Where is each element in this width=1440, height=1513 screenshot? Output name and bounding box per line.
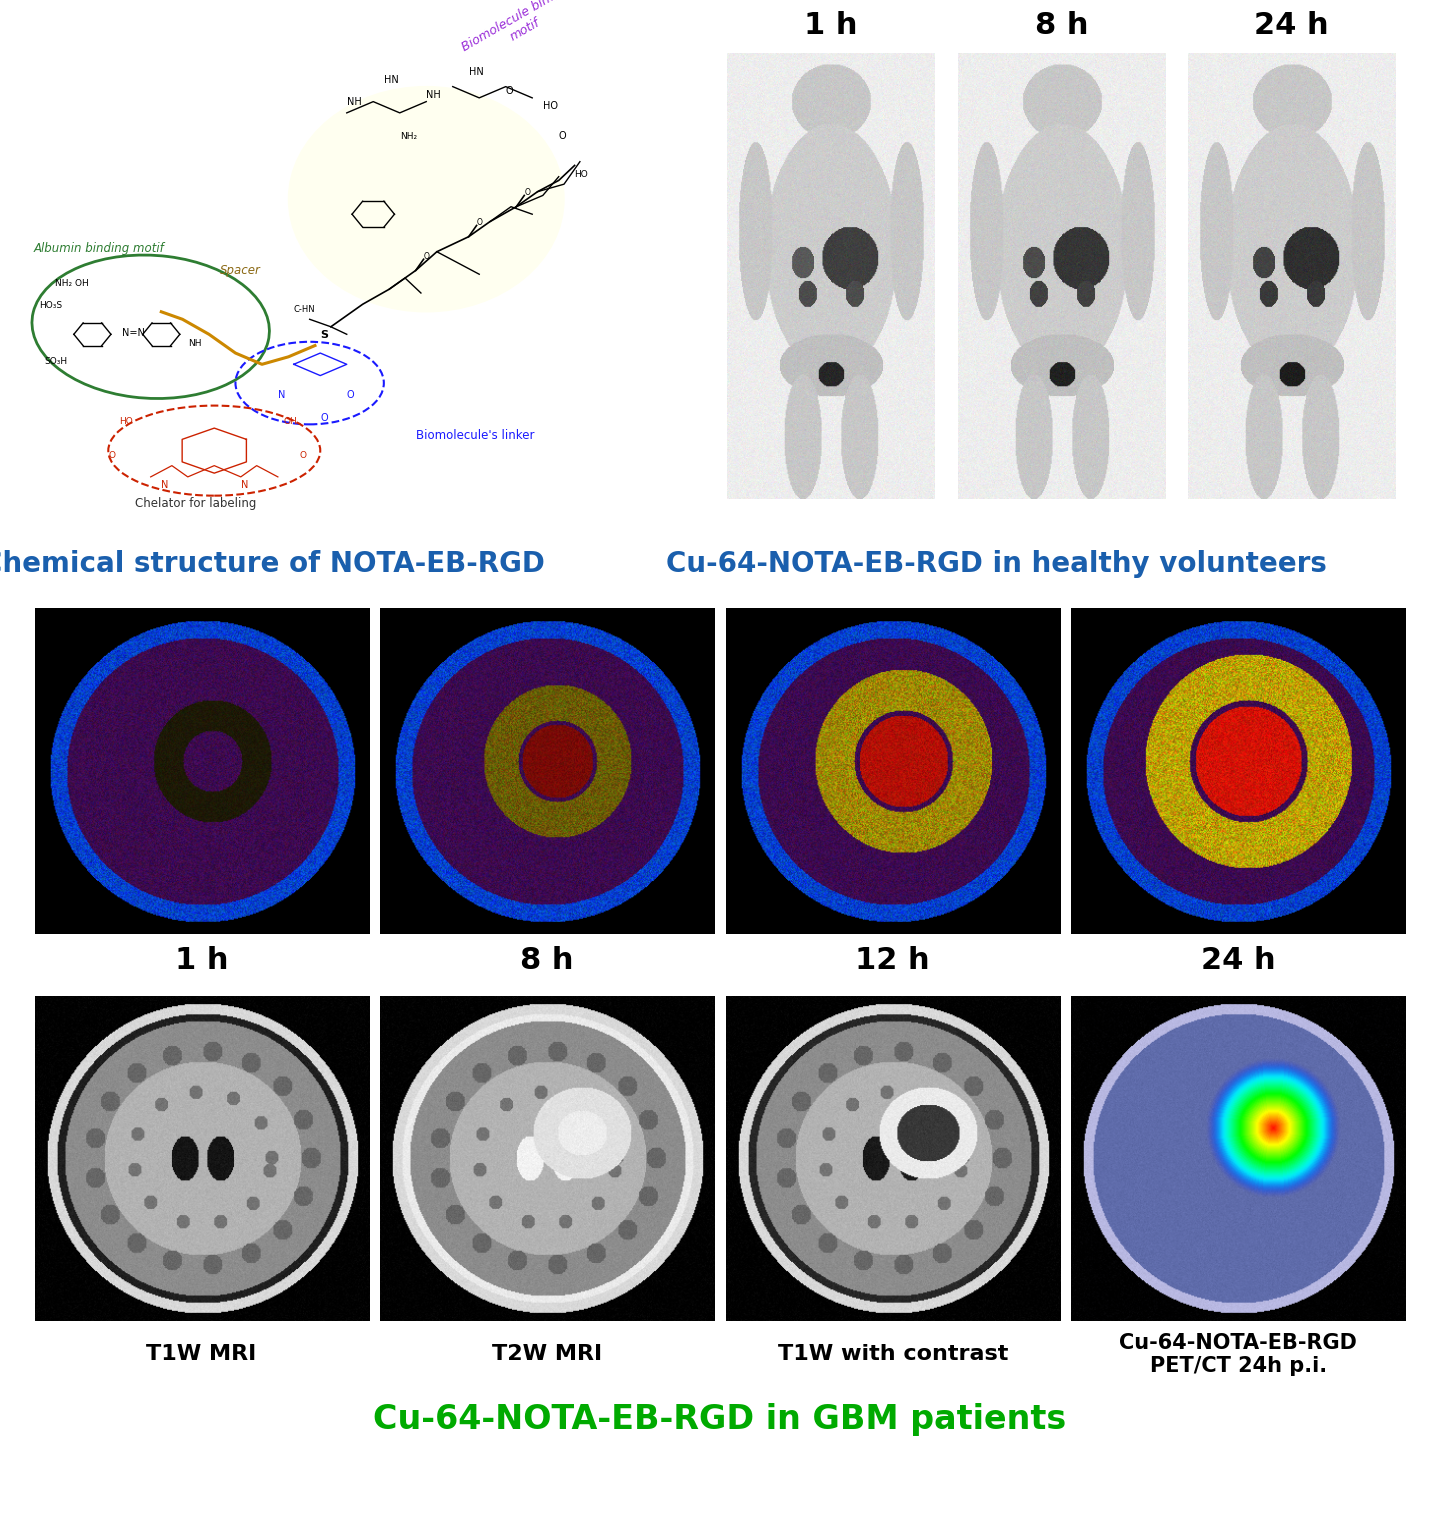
Text: HO: HO — [120, 418, 132, 427]
Text: HN: HN — [384, 74, 399, 85]
Text: NH₂ OH: NH₂ OH — [55, 278, 89, 287]
Text: Cu-64-NOTA-EB-RGD
PET/CT 24h p.i.: Cu-64-NOTA-EB-RGD PET/CT 24h p.i. — [1119, 1333, 1358, 1375]
Text: HN: HN — [468, 68, 484, 77]
Text: N: N — [278, 390, 285, 399]
Text: 8 h: 8 h — [1034, 11, 1089, 39]
Text: N=N: N=N — [121, 328, 144, 339]
Text: Spacer: Spacer — [220, 265, 261, 277]
Text: Chemical structure of NOTA-EB-RGD: Chemical structure of NOTA-EB-RGD — [0, 551, 546, 578]
Text: Chelator for labeling: Chelator for labeling — [135, 496, 256, 510]
Text: 1 h: 1 h — [174, 946, 229, 976]
Text: T1W with contrast: T1W with contrast — [778, 1344, 1008, 1365]
Text: O: O — [423, 253, 429, 262]
Text: O: O — [320, 413, 328, 422]
Text: O: O — [559, 132, 566, 141]
Text: SO₃H: SO₃H — [45, 357, 68, 366]
Text: HO: HO — [543, 101, 557, 110]
Text: T1W MRI: T1W MRI — [147, 1344, 256, 1365]
Text: NH: NH — [347, 97, 361, 107]
Text: 8 h: 8 h — [520, 946, 575, 976]
Text: Biomolecule binding
motif: Biomolecule binding motif — [459, 0, 583, 67]
Text: 24 h: 24 h — [1254, 11, 1329, 39]
Text: 24 h: 24 h — [1201, 946, 1276, 976]
Text: NH: NH — [426, 89, 441, 100]
Text: NH: NH — [187, 339, 202, 348]
Text: NH₂: NH₂ — [400, 132, 416, 141]
Text: HO₃S: HO₃S — [39, 301, 62, 310]
Text: T2W MRI: T2W MRI — [492, 1344, 602, 1365]
Text: C-HN: C-HN — [294, 304, 315, 313]
Text: O: O — [505, 86, 513, 97]
Text: O: O — [347, 390, 354, 399]
Text: O: O — [477, 218, 482, 227]
Text: Biomolecule's linker: Biomolecule's linker — [416, 430, 534, 442]
Text: O: O — [108, 451, 115, 460]
Text: Cu-64-NOTA-EB-RGD in healthy volunteers: Cu-64-NOTA-EB-RGD in healthy volunteers — [667, 551, 1326, 578]
Text: O: O — [524, 189, 530, 197]
Text: N: N — [240, 480, 248, 490]
Text: Albumin binding motif: Albumin binding motif — [35, 242, 164, 254]
Text: 12 h: 12 h — [855, 946, 930, 976]
Text: OH: OH — [284, 418, 297, 427]
Text: O: O — [300, 451, 307, 460]
Text: S: S — [320, 330, 328, 340]
Text: Cu-64-NOTA-EB-RGD in GBM patients: Cu-64-NOTA-EB-RGD in GBM patients — [373, 1403, 1067, 1436]
Text: N: N — [161, 480, 168, 490]
Text: 1 h: 1 h — [804, 11, 858, 39]
Ellipse shape — [288, 86, 564, 312]
Text: HO: HO — [575, 169, 589, 179]
